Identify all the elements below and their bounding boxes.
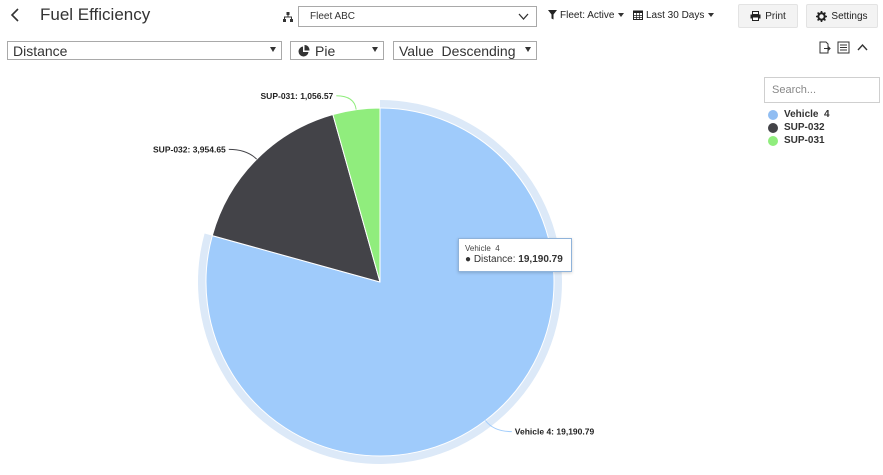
data-label: SUP-032: 3,954.65 bbox=[153, 144, 226, 154]
legend-label: Vehicle 4 bbox=[784, 109, 830, 120]
measure-dropdown[interactable]: Distance bbox=[7, 41, 282, 60]
data-label-connector bbox=[485, 420, 512, 433]
caret-down-icon bbox=[270, 47, 276, 52]
pie-slice[interactable] bbox=[211, 114, 381, 283]
legend-swatch bbox=[768, 122, 778, 133]
tooltip-row: ● Distance: 19,190.79 bbox=[465, 254, 565, 265]
pie-slice[interactable] bbox=[332, 107, 381, 283]
legend-swatch bbox=[768, 135, 778, 146]
hierarchy-icon bbox=[283, 12, 293, 22]
sort-dropdown[interactable]: Value Descending bbox=[393, 41, 537, 60]
legend: Vehicle 4 SUP-032 SUP-031 bbox=[764, 77, 880, 147]
tooltip-title: Vehicle 4 bbox=[465, 244, 500, 253]
filter-icon bbox=[548, 10, 557, 20]
page-title: Fuel Efficiency bbox=[40, 5, 151, 24]
date-range-label: Last 30 Days bbox=[646, 10, 705, 21]
fleet-filter-label: Fleet: Active bbox=[560, 10, 615, 21]
chart-tooltip: Vehicle 4 ● Distance: 19,190.79 bbox=[458, 238, 572, 272]
legend-items: Vehicle 4 SUP-032 SUP-031 bbox=[764, 108, 880, 147]
tooltip-value: 19,190.79 bbox=[518, 254, 563, 265]
chart-type-dropdown-value: Pie bbox=[315, 43, 336, 59]
date-range-dropdown[interactable]: Last 30 Days bbox=[633, 10, 715, 21]
printer-icon bbox=[750, 11, 761, 21]
data-table-icon[interactable] bbox=[837, 41, 850, 54]
legend-label: SUP-032 bbox=[784, 122, 825, 133]
sort-dropdown-value: Value Descending bbox=[399, 43, 516, 59]
chart-type-dropdown[interactable]: Pie bbox=[290, 41, 384, 60]
data-label-connector bbox=[336, 95, 357, 110]
tooltip-bullet: ● bbox=[465, 254, 472, 265]
calendar-icon bbox=[633, 10, 643, 20]
print-button[interactable]: Print bbox=[738, 4, 798, 28]
header: Fuel Efficiency Fleet ABC Fleet: Active … bbox=[0, 0, 883, 36]
tooltip-series-name: Distance: bbox=[473, 254, 516, 265]
caret-down-icon bbox=[708, 13, 715, 17]
caret-down-icon bbox=[618, 13, 625, 17]
chevron-down-icon bbox=[518, 13, 529, 20]
fleet-select[interactable]: Fleet ABC bbox=[298, 6, 537, 27]
legend-item[interactable]: SUP-032 bbox=[768, 121, 880, 134]
pie-chart-icon bbox=[298, 44, 310, 57]
data-label: Vehicle 4: 19,190.79 bbox=[515, 427, 595, 437]
data-label-connector bbox=[228, 148, 258, 160]
caret-down-icon bbox=[372, 47, 378, 52]
pie-chart: Vehicle 4: 19,190.79 SUP-032: 3,954.65 SUP… bbox=[153, 91, 595, 465]
settings-button[interactable]: Settings bbox=[806, 4, 878, 28]
settings-button-label: Settings bbox=[831, 10, 868, 22]
print-button-label: Print bbox=[765, 10, 786, 22]
back-button[interactable] bbox=[6, 4, 24, 26]
legend-label: SUP-031 bbox=[784, 135, 825, 146]
legend-item[interactable]: SUP-031 bbox=[768, 134, 880, 147]
chevron-up-icon[interactable] bbox=[856, 41, 869, 54]
fleet-filter-dropdown[interactable]: Fleet: Active bbox=[548, 10, 625, 21]
chevron-left-icon bbox=[10, 8, 19, 22]
caret-down-icon bbox=[525, 47, 531, 52]
legend-swatch bbox=[768, 109, 778, 120]
measure-dropdown-value: Distance bbox=[13, 43, 68, 59]
legend-item[interactable]: Vehicle 4 bbox=[768, 108, 880, 121]
gear-icon bbox=[816, 10, 828, 22]
legend-search-input[interactable] bbox=[764, 77, 880, 103]
fleet-select-value: Fleet ABC bbox=[310, 11, 356, 22]
export-icon[interactable] bbox=[818, 41, 831, 54]
data-label: SUP-031: 1,056.57 bbox=[261, 91, 334, 101]
